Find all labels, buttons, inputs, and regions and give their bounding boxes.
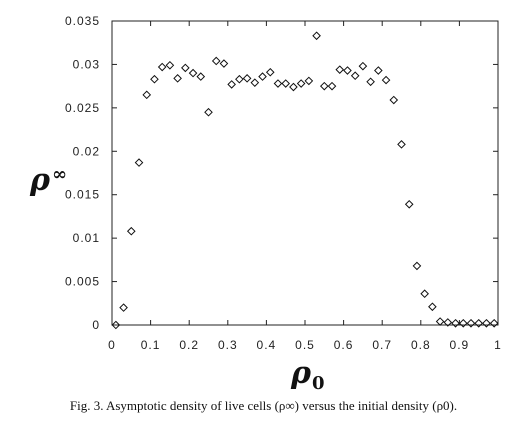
data-point-diamond	[397, 140, 406, 149]
data-point-diamond	[428, 302, 437, 312]
x-tick-label: 0.1	[141, 338, 161, 352]
data-point-diamond	[134, 158, 144, 167]
data-point-diamond	[227, 80, 236, 89]
x-axis-label: ρ0	[290, 356, 324, 394]
data-point-diamond	[196, 72, 206, 81]
data-point-diamond	[150, 74, 159, 84]
data-point-diamond	[273, 79, 283, 88]
data-point-diamond	[242, 74, 252, 83]
x-tick-label: 1	[494, 338, 502, 352]
data-point-diamond	[250, 78, 260, 87]
y-tick-label: 0.015	[65, 188, 100, 202]
data-point-diamond	[281, 79, 291, 88]
y-tick-label: 0	[92, 318, 100, 332]
x-tick-label: 0.3	[218, 338, 238, 352]
data-point-diamond	[420, 289, 429, 299]
data-point-diamond	[181, 63, 190, 73]
data-point-diamond	[358, 61, 368, 71]
data-point-diamond	[451, 318, 460, 328]
data-point-diamond	[474, 318, 484, 328]
data-point-diamond	[235, 74, 244, 84]
y-axis-label: ρ ∞	[29, 163, 67, 198]
y-tick-label: 0.005	[65, 275, 100, 289]
y-tick-label: 0.025	[65, 101, 100, 115]
data-point-diamond	[404, 199, 414, 209]
data-point-diamond	[119, 303, 128, 312]
data-point-diamond	[389, 95, 399, 105]
data-point-diamond	[327, 81, 337, 91]
x-tick-label: 0	[108, 338, 116, 352]
data-point-diamond	[381, 75, 391, 85]
data-point-diamond	[466, 318, 476, 328]
data-point-diamond	[142, 90, 152, 100]
data-point-diamond	[188, 68, 198, 78]
data-point-diamond	[211, 56, 221, 66]
y-tick-label: 0.035	[65, 14, 100, 28]
x-tick-label: 0.4	[257, 338, 277, 352]
data-point-diamond	[443, 318, 453, 327]
y-tick-label: 0.03	[73, 57, 100, 71]
data-point-diamond	[458, 318, 468, 328]
data-point-diamond	[482, 318, 491, 328]
figure-caption: Fig. 3. Asymptotic density of live cells…	[69, 398, 458, 413]
data-point-diamond	[126, 226, 136, 236]
data-point-diamond	[374, 66, 383, 75]
x-tick-label: 0.8	[411, 338, 431, 352]
data-point-diamond	[312, 31, 321, 41]
y-tick-label: 0.02	[73, 144, 100, 158]
data-point-diamond	[111, 320, 121, 330]
data-point-diamond	[366, 77, 375, 87]
x-axis-ticks: 0 0.1 0.2 0.3 0.4 0.5 0.6 0.7 0.8 0.9 1	[108, 21, 502, 352]
y-tick-label: 0.01	[73, 231, 100, 245]
data-point-diamond	[265, 67, 275, 77]
data-point-diamond	[219, 59, 229, 68]
data-point-diamond	[489, 318, 499, 328]
data-point-diamond	[289, 82, 298, 92]
data-point-diamond	[165, 60, 175, 70]
x-tick-label: 0.7	[372, 338, 392, 352]
y-axis-ticks: 0 0.005 0.01 0.015 0.02 0.025 0.03 0.035	[65, 14, 498, 332]
data-point-diamond	[335, 65, 345, 74]
data-point-diamond	[204, 107, 213, 117]
data-point-diamond	[412, 261, 422, 271]
x-tick-label: 0.2	[179, 338, 199, 352]
data-point-diamond	[296, 79, 306, 88]
x-tick-label: 0.5	[295, 338, 315, 352]
data-point-diamond	[343, 66, 352, 75]
data-point-diamond	[350, 71, 360, 81]
data-point-diamond	[258, 72, 267, 81]
data-point-diamond	[304, 76, 314, 86]
x-tick-label: 0.6	[334, 338, 354, 352]
x-tick-label: 0.9	[450, 338, 470, 352]
data-points	[111, 31, 499, 330]
data-point-diamond	[157, 62, 167, 72]
data-point-diamond	[173, 74, 182, 83]
data-point-diamond	[435, 317, 445, 326]
plot-frame	[111, 20, 499, 326]
data-point-diamond	[319, 81, 329, 91]
